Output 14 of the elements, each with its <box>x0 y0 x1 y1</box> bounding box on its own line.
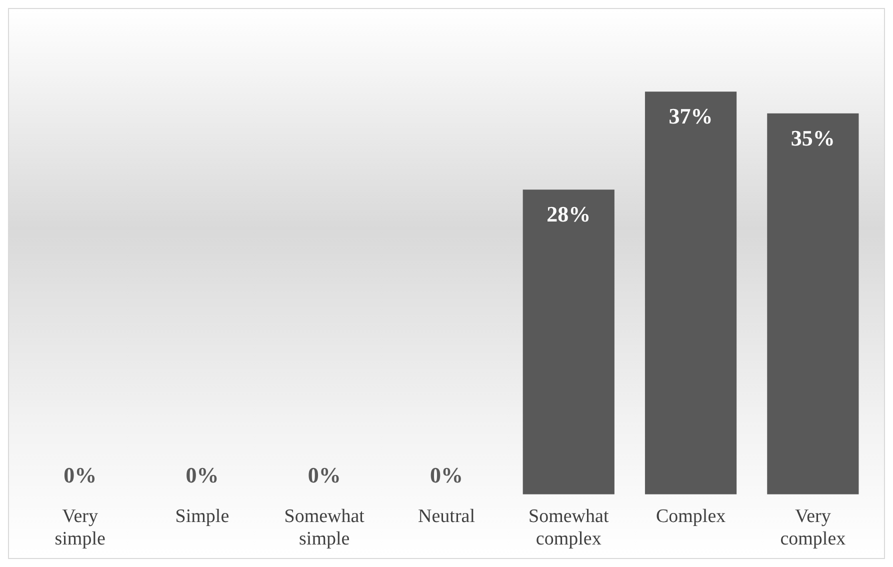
data-label: 0% <box>430 462 463 488</box>
x-tick-label: Complex <box>656 506 726 527</box>
x-tick-label: Neutral <box>418 506 475 527</box>
data-label: 35% <box>790 125 835 150</box>
x-tick-label: Very simple <box>54 506 106 550</box>
x-tick-label: Simple <box>175 506 230 527</box>
data-label: 0% <box>186 462 219 488</box>
x-tick-label: Somewhat complex <box>528 506 610 550</box>
x-tick-label: Very complex <box>780 506 846 550</box>
x-tick-label: Somewhat simple <box>284 506 366 550</box>
data-label: 0% <box>308 462 341 488</box>
data-label: 0% <box>64 462 97 488</box>
data-label: 37% <box>668 104 713 129</box>
data-label: 28% <box>546 202 591 227</box>
